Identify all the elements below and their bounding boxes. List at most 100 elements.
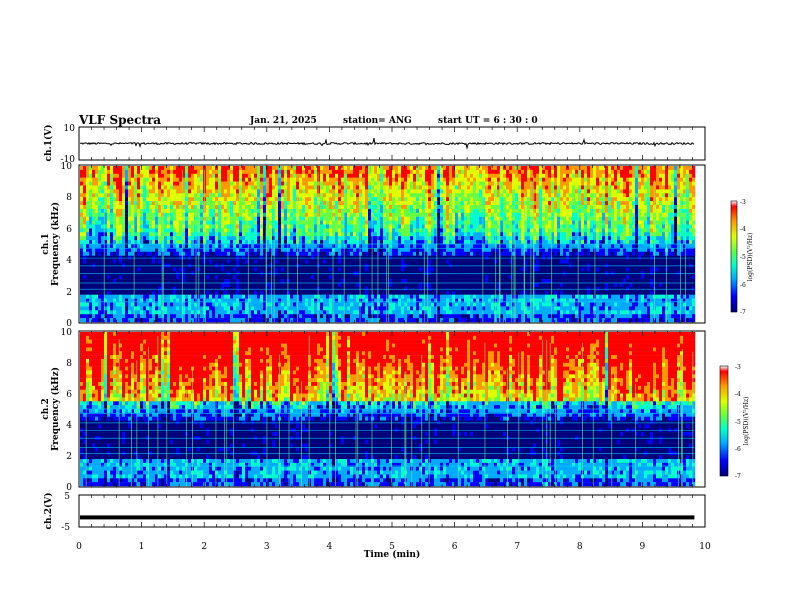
spectrogram-cell: [371, 232, 374, 236]
spectrogram-cell: [245, 306, 248, 310]
spectrogram-cell: [242, 209, 245, 213]
spectrogram-cell: [317, 291, 320, 295]
spectrogram-cell: [320, 236, 323, 240]
spectrogram-cell: [185, 221, 188, 225]
spectrogram-cell: [437, 314, 440, 318]
spectrogram-cell: [284, 295, 287, 299]
spectrogram-cell: [230, 182, 233, 186]
spectrogram-cell: [275, 228, 278, 232]
spectrogram-cell: [146, 221, 149, 225]
spectrogram-cell: [413, 295, 416, 299]
spectrogram-cell: [365, 260, 368, 264]
spectrogram-cell: [140, 240, 143, 244]
spectrogram-cell: [215, 186, 218, 190]
spectrogram-cell: [368, 279, 371, 283]
spectrogram-cell: [299, 221, 302, 225]
spectrogram-cell: [437, 252, 440, 256]
spectrogram-cell: [407, 283, 410, 287]
spectrogram-cell: [179, 267, 182, 271]
spectrogram-cell: [281, 283, 284, 287]
spectrogram-cell: [251, 310, 254, 314]
spectrogram-cell: [383, 252, 386, 256]
spectrogram-cell: [398, 283, 401, 287]
spectrogram-cell: [80, 170, 83, 174]
spectrogram-cell: [242, 267, 245, 271]
spectrogram-cell: [239, 303, 242, 307]
spectrogram-cell: [368, 244, 371, 248]
spectrogram-cell: [230, 228, 233, 232]
spectrogram-cell: [176, 174, 179, 178]
spectrogram-cell: [128, 303, 131, 307]
spectrogram-cell: [335, 314, 338, 318]
spectrogram-cell: [335, 178, 338, 182]
spectrogram-cell: [350, 267, 353, 271]
spectrogram-cell: [329, 314, 332, 318]
spectrogram-cell: [200, 166, 203, 170]
spectrogram-cell: [335, 189, 338, 193]
spectrogram-cell: [320, 240, 323, 244]
spectrogram-cell: [407, 236, 410, 240]
spectrogram-cell: [302, 299, 305, 303]
spectrogram-cell: [173, 221, 176, 225]
spectrogram-cell: [413, 213, 416, 217]
spectrogram-cell: [302, 291, 305, 295]
spectrogram-cell: [107, 178, 110, 182]
spectrogram-cell: [383, 306, 386, 310]
spectrogram-cell: [311, 260, 314, 264]
spectrogram-cell: [227, 295, 230, 299]
spectrogram-cell: [302, 240, 305, 244]
spectrogram-cell: [254, 213, 257, 217]
spectrogram-cell: [260, 221, 263, 225]
spectrogram-cell: [431, 201, 434, 205]
spectrogram-cell: [131, 178, 134, 182]
spectrogram-cell: [242, 318, 245, 322]
spectrogram-cell: [293, 291, 296, 295]
spectrogram-cell: [167, 299, 170, 303]
spectrogram-cell: [173, 310, 176, 314]
spectrogram-cell: [419, 174, 422, 178]
spectrogram-cell: [209, 205, 212, 209]
spectrogram-cell: [173, 252, 176, 256]
spectrogram-cell: [83, 225, 86, 229]
spectrogram-cell: [389, 217, 392, 221]
spectrogram-cell: [215, 213, 218, 217]
spectrogram-cell: [305, 318, 308, 322]
spectrogram-cell: [128, 205, 131, 209]
spectrogram-cell: [302, 221, 305, 225]
spectrogram-cell: [140, 217, 143, 221]
spectrogram-cell: [83, 197, 86, 201]
spectrogram-cell: [401, 267, 404, 271]
spectrogram-cell: [260, 170, 263, 174]
spectrogram-cell: [410, 221, 413, 225]
spectrogram-cell: [290, 252, 293, 256]
spectrogram-cell: [191, 236, 194, 240]
spectrogram-cell: [374, 201, 377, 205]
spectrogram-cell: [248, 213, 251, 217]
spectrogram-cell: [125, 193, 128, 197]
spectrogram-cell: [392, 170, 395, 174]
spectrogram-cell: [362, 213, 365, 217]
spectrogram-cell: [155, 213, 158, 217]
spectrogram-cell: [140, 182, 143, 186]
spectrogram-cell: [284, 193, 287, 197]
spectrogram-cell: [350, 283, 353, 287]
spectrogram-cell: [155, 228, 158, 232]
spectrogram-cell: [305, 201, 308, 205]
spectrogram-cell: [272, 252, 275, 256]
spectrogram-cell: [143, 225, 146, 229]
spectrogram-cell: [404, 225, 407, 229]
spectrogram-cell: [377, 186, 380, 190]
spectrogram-cell: [206, 299, 209, 303]
spectrogram-cell: [320, 314, 323, 318]
spectrogram-cell: [377, 279, 380, 283]
spectrogram-cell: [335, 260, 338, 264]
spectrogram-cell: [86, 295, 89, 299]
spectrogram-cell: [212, 306, 215, 310]
spectrogram-cell: [263, 166, 266, 170]
spectrogram-cell: [320, 213, 323, 217]
spectrogram-cell: [302, 260, 305, 264]
spectrogram-cell: [155, 260, 158, 264]
spectrogram-cell: [332, 182, 335, 186]
spectrogram-cell: [428, 275, 431, 279]
spectrogram-cell: [125, 314, 128, 318]
